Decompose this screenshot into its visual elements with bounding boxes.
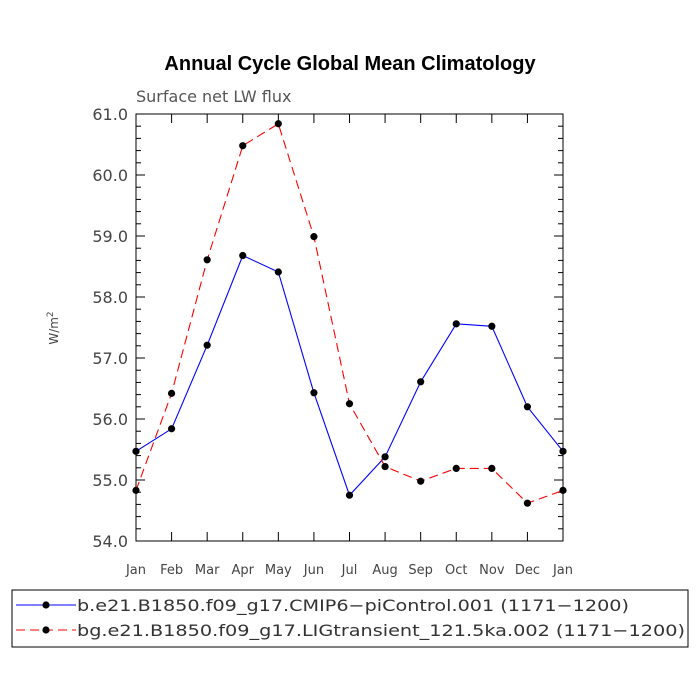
legend-entries: b.e21.B1850.f09_g17.CMIP6−piControl.001 … xyxy=(16,596,685,641)
series-line-1 xyxy=(135,254,564,497)
series-1-point xyxy=(132,447,140,455)
series-1-point xyxy=(452,320,460,328)
y-tick-label: 57.0 xyxy=(92,349,128,368)
x-tick-label: Sep xyxy=(408,563,433,578)
x-tick-label: Nov xyxy=(479,563,505,578)
y-axis-label-exponent: 2 xyxy=(46,311,56,317)
y-axis-label-base: W/m xyxy=(47,317,61,345)
series-2-point xyxy=(239,142,247,150)
series-1-point xyxy=(310,389,318,397)
series-layer xyxy=(132,120,567,507)
x-tick-label: Feb xyxy=(160,563,183,578)
legend-marker-1 xyxy=(42,601,50,609)
legend-label-1: b.e21.B1850.f09_g17.CMIP6−piControl.001 … xyxy=(77,596,629,616)
y-tick-label: 61.0 xyxy=(92,105,128,124)
x-tick-label: Apr xyxy=(232,563,255,578)
series-1-point xyxy=(345,491,354,499)
series-2-point xyxy=(345,400,354,408)
y-tick-label: 60.0 xyxy=(92,166,128,185)
series-2-point xyxy=(310,233,318,241)
y-tick-label: 58.0 xyxy=(92,288,128,307)
series-1-point xyxy=(381,453,389,461)
series-2-point xyxy=(167,389,176,397)
series-line-2 xyxy=(135,122,564,504)
x-tick-label: Mar xyxy=(195,563,220,578)
chart-subtitle: Surface net LW flux xyxy=(136,87,291,106)
series-1-point xyxy=(167,425,176,433)
legend xyxy=(11,589,689,648)
x-tick-label: Jun xyxy=(303,563,324,578)
series-2-point xyxy=(559,486,567,494)
series-2-point xyxy=(203,256,211,264)
x-tick-label: Jan xyxy=(125,563,146,578)
x-tick-label: Jan xyxy=(552,563,573,578)
x-tick-label: Dec xyxy=(515,563,540,578)
x-tick-label: Oct xyxy=(445,563,467,578)
series-2-point xyxy=(417,477,425,485)
series-1-point xyxy=(417,378,425,386)
series-1-point xyxy=(274,268,282,276)
series-1-point xyxy=(239,251,247,260)
series-1-point xyxy=(488,322,496,330)
legend-label-2: bg.e21.B1850.f09_g17.LIGtransient_121.5k… xyxy=(77,621,685,641)
x-tick-label: Jul xyxy=(341,563,358,578)
series-2-point xyxy=(452,464,460,473)
y-tick-label: 54.0 xyxy=(92,532,128,551)
series-2-point xyxy=(488,464,496,473)
y-tick-label: 56.0 xyxy=(92,410,128,429)
series-1-point xyxy=(203,341,211,349)
y-tick-label: 59.0 xyxy=(92,227,128,246)
series-2-point xyxy=(523,499,532,507)
plot-area xyxy=(135,113,564,542)
axis-ticks: 54.0 55.0 56.0 57.0 58.0 59.0 60.0 61.0 Jan Feb Ma… xyxy=(92,105,573,578)
chart-title: Annual Cycle Global Mean Climatology xyxy=(164,53,536,75)
legend-marker-2 xyxy=(42,626,50,634)
y-tick-label: 55.0 xyxy=(92,471,128,490)
series-2-point xyxy=(132,486,140,494)
y-axis-label: W/m2 xyxy=(46,311,61,344)
x-tick-label: May xyxy=(265,563,292,578)
x-tick-label: Aug xyxy=(372,563,397,578)
series-1-point xyxy=(559,447,567,455)
series-1-point xyxy=(523,403,532,411)
series-2-point xyxy=(381,462,389,471)
series-2-point xyxy=(274,120,282,128)
